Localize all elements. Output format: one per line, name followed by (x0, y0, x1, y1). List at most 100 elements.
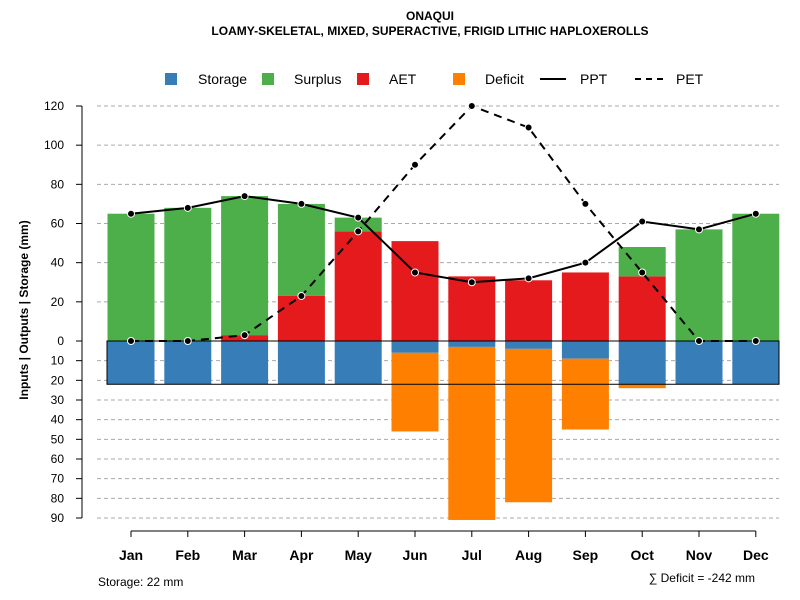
point-ppt (695, 225, 703, 234)
y-tick-label: 100 (44, 138, 64, 152)
point-pet (638, 268, 647, 277)
bar-surplus (164, 207, 212, 341)
bar-deficit (505, 348, 553, 503)
x-tick-label: Jan (119, 547, 143, 563)
legend-swatch-surplus (262, 73, 274, 85)
bar-surplus (277, 203, 325, 296)
bar-storage (448, 341, 496, 347)
x-tick-label: Dec (743, 547, 769, 563)
y-tick-label: 50 (51, 432, 65, 446)
point-ppt (638, 217, 647, 226)
legend-label-deficit: Deficit (485, 71, 524, 87)
bar-storage (334, 341, 382, 385)
bar-aet (277, 295, 325, 341)
y-axis-title: Inputs | Outputs | Storage (mm) (17, 220, 31, 399)
legend-label-storage: Storage (198, 71, 247, 87)
x-tick-label: Nov (686, 547, 713, 563)
bar-aet (448, 276, 496, 341)
point-ppt (297, 199, 306, 208)
deficit-footnote: ∑ Deficit = -242 mm (649, 571, 755, 585)
point-ppt (354, 213, 363, 222)
point-pet (297, 291, 306, 300)
point-ppt (240, 192, 249, 201)
point-ppt (467, 278, 476, 287)
bars (107, 196, 780, 520)
point-ppt (127, 209, 135, 218)
point-ppt (183, 203, 192, 212)
x-tick-label: Feb (175, 547, 200, 563)
bar-deficit (618, 384, 666, 389)
point-pet (467, 102, 476, 110)
y-tick-label: 40 (51, 256, 65, 270)
bar-aet (505, 280, 553, 341)
bar-storage (505, 341, 553, 349)
chart-subtitle: LOAMY-SKELETAL, MIXED, SUPERACTIVE, FRIG… (211, 24, 648, 38)
y-tick-label: 70 (51, 472, 65, 486)
legend-label-aet: AET (389, 71, 417, 87)
x-tick-label: May (345, 547, 372, 563)
bar-storage (618, 341, 666, 385)
point-pet (127, 337, 135, 345)
legend-swatch-aet (357, 73, 369, 85)
y-tick-label: 20 (51, 373, 65, 387)
y-axis: 0 20 40 60 80 100 120 10 20 30 40 50 60 70 80 90 (44, 99, 83, 525)
chart-title: ONAQUI (406, 9, 454, 23)
legend-swatch-storage (165, 73, 177, 85)
storage-frame (106, 340, 780, 385)
bar-storage (107, 341, 155, 385)
bar-storage (391, 341, 439, 353)
y-tick-label: 120 (44, 99, 64, 113)
bar-aet (561, 272, 609, 341)
x-tick-label: Apr (289, 547, 314, 563)
bar-aet (618, 276, 666, 341)
point-pet (411, 160, 419, 169)
x-tick-label: Sep (573, 547, 599, 563)
bar-deficit (448, 346, 496, 520)
storage-footnote: Storage: 22 mm (98, 575, 183, 589)
x-tick-label: Aug (515, 547, 542, 563)
bar-storage (221, 341, 269, 385)
bar-deficit (561, 358, 609, 430)
bar-storage (675, 341, 723, 385)
point-pet (581, 199, 590, 208)
point-pet (524, 123, 533, 132)
bar-aet (334, 231, 382, 341)
legend-swatch-deficit (453, 73, 465, 85)
point-ppt (411, 268, 419, 277)
y-tick-label: 80 (51, 177, 65, 191)
point-pet (751, 337, 760, 345)
legend-label-pet: PET (676, 71, 704, 87)
y-tick-label: 30 (51, 393, 65, 407)
legend-label-surplus: Surplus (294, 71, 341, 87)
bar-storage (732, 341, 780, 385)
y-tick-label: 80 (51, 491, 65, 505)
x-tick-label: Oct (631, 547, 655, 563)
x-tick-label: Jun (403, 547, 428, 563)
y-tick-label: 20 (51, 295, 65, 309)
point-pet (354, 227, 363, 236)
series-lines (127, 102, 760, 345)
y-tick-label: 0 (57, 334, 64, 348)
bar-deficit (391, 352, 439, 432)
point-pet (183, 337, 192, 345)
point-pet (695, 337, 703, 345)
bar-storage (277, 341, 325, 385)
legend: Storage Surplus AET Deficit PPT PET (165, 71, 704, 87)
bar-surplus (221, 196, 269, 336)
bar-storage (561, 341, 609, 359)
point-ppt (751, 209, 760, 218)
y-tick-label: 60 (51, 217, 65, 231)
bar-surplus (107, 213, 155, 341)
y-tick-label: 60 (51, 452, 65, 466)
y-tick-label: 10 (51, 354, 65, 368)
x-axis: Jan Feb Mar Apr May Jun Jul Aug Sep Oct Nov Dec (119, 530, 769, 563)
bar-surplus (675, 229, 723, 341)
point-ppt (581, 258, 590, 267)
point-ppt (524, 274, 533, 283)
line-ppt (130, 195, 757, 284)
x-tick-label: Mar (232, 547, 257, 563)
bar-storage (164, 341, 212, 385)
legend-label-ppt: PPT (580, 71, 608, 87)
y-tick-label: 90 (51, 511, 65, 525)
